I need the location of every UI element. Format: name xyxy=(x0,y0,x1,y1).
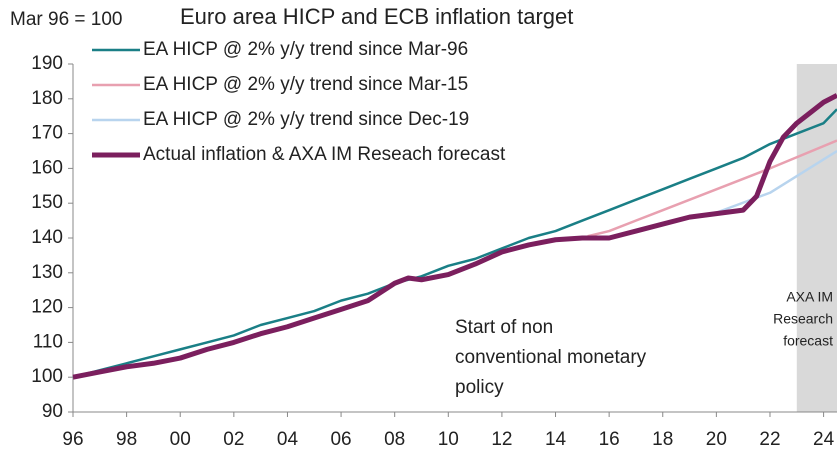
forecast-label: forecast xyxy=(783,333,833,349)
x-tick-label: 96 xyxy=(62,429,83,450)
x-tick-label: 24 xyxy=(813,429,835,450)
y-tick-label: 110 xyxy=(33,331,63,352)
x-tick-label: 10 xyxy=(438,429,459,450)
series-line xyxy=(72,108,837,379)
series-line xyxy=(72,93,837,380)
series-line xyxy=(587,139,837,238)
y-tick-label: 180 xyxy=(31,88,63,109)
series-line xyxy=(713,149,837,215)
policy-note: conventional monetary xyxy=(455,347,647,368)
x-tick-label: 04 xyxy=(277,429,299,450)
y-tick-label: 150 xyxy=(31,192,63,213)
y-tick-label: 140 xyxy=(31,227,63,248)
x-tick-label: 08 xyxy=(384,429,405,450)
forecast-shade xyxy=(796,64,837,412)
x-tick-label: 12 xyxy=(491,429,512,450)
x-tick-label: 02 xyxy=(223,429,244,450)
y-tick-label: 90 xyxy=(42,401,63,422)
chart-title: Euro area HICP and ECB inflation target xyxy=(180,4,573,29)
policy-note: Start of non xyxy=(455,317,553,338)
y-axis-label: Mar 96 = 100 xyxy=(10,9,123,30)
x-tick-label: 16 xyxy=(599,429,620,450)
y-tick-label: 100 xyxy=(31,366,63,387)
legend-label: Actual inflation & AXA IM Reseach foreca… xyxy=(143,144,506,165)
x-tick-label: 98 xyxy=(116,429,137,450)
x-tick-label: 14 xyxy=(545,429,567,450)
legend-label: EA HICP @ 2% y/y trend since Dec-19 xyxy=(143,109,469,130)
y-tick-label: 120 xyxy=(31,297,63,318)
x-tick-label: 18 xyxy=(652,429,673,450)
forecast-label: Research xyxy=(773,311,833,327)
legend-label: EA HICP @ 2% y/y trend since Mar-15 xyxy=(143,74,468,95)
x-tick-label: 06 xyxy=(330,429,351,450)
x-tick-label: 00 xyxy=(170,429,191,450)
legend-label: EA HICP @ 2% y/y trend since Mar-96 xyxy=(143,39,468,60)
forecast-label: AXA IM xyxy=(786,289,833,305)
y-tick-label: 170 xyxy=(31,123,63,144)
x-tick-label: 22 xyxy=(759,429,780,450)
x-tick-label: 20 xyxy=(706,429,727,450)
y-tick-label: 130 xyxy=(31,262,63,283)
policy-note: policy xyxy=(455,377,504,398)
y-tick-label: 160 xyxy=(31,157,63,178)
y-tick-label: 190 xyxy=(31,53,63,74)
